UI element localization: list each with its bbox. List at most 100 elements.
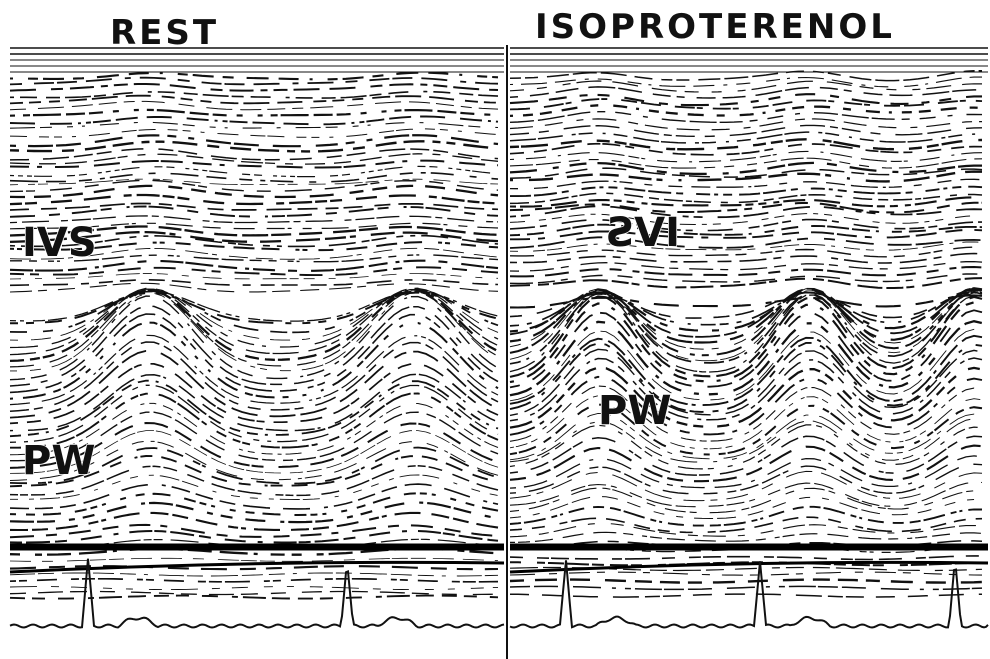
trace-line — [509, 277, 983, 289]
trace-line — [9, 222, 499, 230]
trace-line — [9, 430, 499, 474]
trace-line — [509, 104, 983, 118]
trace-line — [9, 558, 505, 629]
trace-line — [9, 501, 499, 524]
trace-line — [509, 294, 983, 309]
trace-line — [509, 142, 983, 156]
trace-line — [509, 481, 983, 508]
trace-line — [509, 412, 983, 461]
trace-line — [509, 241, 983, 252]
trace-line — [9, 511, 499, 532]
trace-line — [9, 287, 499, 349]
trace-line — [509, 265, 983, 278]
trace-line — [509, 273, 983, 285]
trace-line — [509, 167, 983, 179]
trace-line — [9, 121, 499, 129]
trace-line — [509, 236, 983, 249]
trace-line — [509, 560, 989, 629]
trace-line — [9, 349, 499, 419]
panel-title: ISOPROTERENOL — [535, 7, 895, 47]
trace-line — [9, 455, 499, 488]
trace-line — [9, 115, 499, 126]
trace-line — [9, 305, 499, 387]
trace-line — [509, 157, 983, 169]
m-mode-trace — [9, 47, 989, 629]
trace-line — [9, 134, 499, 148]
trace-line — [509, 593, 983, 598]
trace-line — [9, 184, 499, 199]
trace-line — [509, 444, 983, 483]
trace-line — [9, 179, 499, 193]
trace-line — [509, 170, 983, 183]
trace-line — [9, 483, 499, 510]
panel-title: REST — [110, 13, 219, 53]
trace-line — [509, 301, 983, 384]
trace-line — [9, 259, 499, 272]
structure-label: IVS — [22, 220, 97, 266]
trace-line — [509, 487, 983, 514]
trace-line — [509, 357, 983, 422]
trace-line — [509, 385, 983, 442]
trace-line — [509, 287, 983, 338]
trace-line — [509, 424, 983, 470]
trace-line — [509, 395, 983, 450]
trace-line — [509, 578, 983, 584]
trace-line — [509, 505, 983, 527]
trace-line — [509, 334, 983, 407]
trace-line — [10, 254, 499, 263]
trace-line — [9, 178, 499, 186]
trace-line — [509, 348, 983, 417]
trace-line — [9, 290, 499, 368]
trace-line — [509, 309, 983, 389]
trace-line — [509, 366, 983, 429]
trace-line — [509, 70, 982, 82]
trace-line — [9, 379, 499, 438]
trace-line — [9, 140, 499, 153]
trace-line — [9, 334, 499, 406]
trace-line — [509, 111, 983, 123]
trace-line — [509, 463, 983, 495]
trace-line — [9, 291, 499, 325]
trace-line — [9, 148, 499, 161]
trace-line — [509, 98, 983, 111]
trace-line — [9, 202, 499, 211]
trace-line — [9, 373, 499, 432]
trace-line — [510, 185, 983, 198]
trace-line — [9, 76, 499, 86]
trace-line — [509, 196, 983, 208]
trace-line — [509, 328, 983, 402]
trace-line — [509, 252, 983, 264]
trace-line — [9, 193, 499, 206]
trace-line — [509, 418, 983, 463]
trace-line — [9, 288, 499, 356]
trace-line — [509, 585, 983, 591]
trace-line — [509, 571, 983, 576]
trace-line — [9, 577, 499, 583]
trace-line — [9, 273, 499, 280]
trace-line — [9, 83, 499, 92]
trace-line — [509, 201, 983, 214]
trace-line — [509, 555, 982, 561]
trace-line — [9, 172, 499, 183]
trace-line — [509, 118, 982, 131]
trace-line — [509, 341, 983, 413]
trace-line — [10, 90, 499, 99]
trace-line — [9, 446, 499, 485]
trace-line — [509, 531, 983, 543]
trace-line — [9, 560, 505, 574]
trace-line — [9, 402, 499, 456]
trace-line — [9, 313, 499, 394]
trace-line — [509, 320, 983, 397]
trace-line — [9, 225, 499, 237]
trace-line — [9, 230, 499, 244]
structure-label: IVS — [605, 210, 680, 256]
trace-line — [509, 86, 983, 99]
trace-line — [10, 392, 499, 449]
trace-line — [509, 178, 983, 190]
trace-line — [509, 150, 983, 163]
trace-line — [10, 474, 499, 500]
trace-line — [9, 492, 499, 517]
trace-line — [9, 159, 499, 169]
trace-line — [9, 153, 499, 165]
